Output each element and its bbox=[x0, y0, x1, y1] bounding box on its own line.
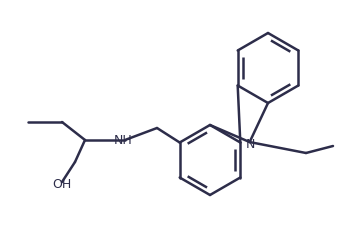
Text: NH: NH bbox=[114, 133, 132, 147]
Text: N: N bbox=[246, 138, 255, 151]
Text: OH: OH bbox=[52, 179, 71, 191]
